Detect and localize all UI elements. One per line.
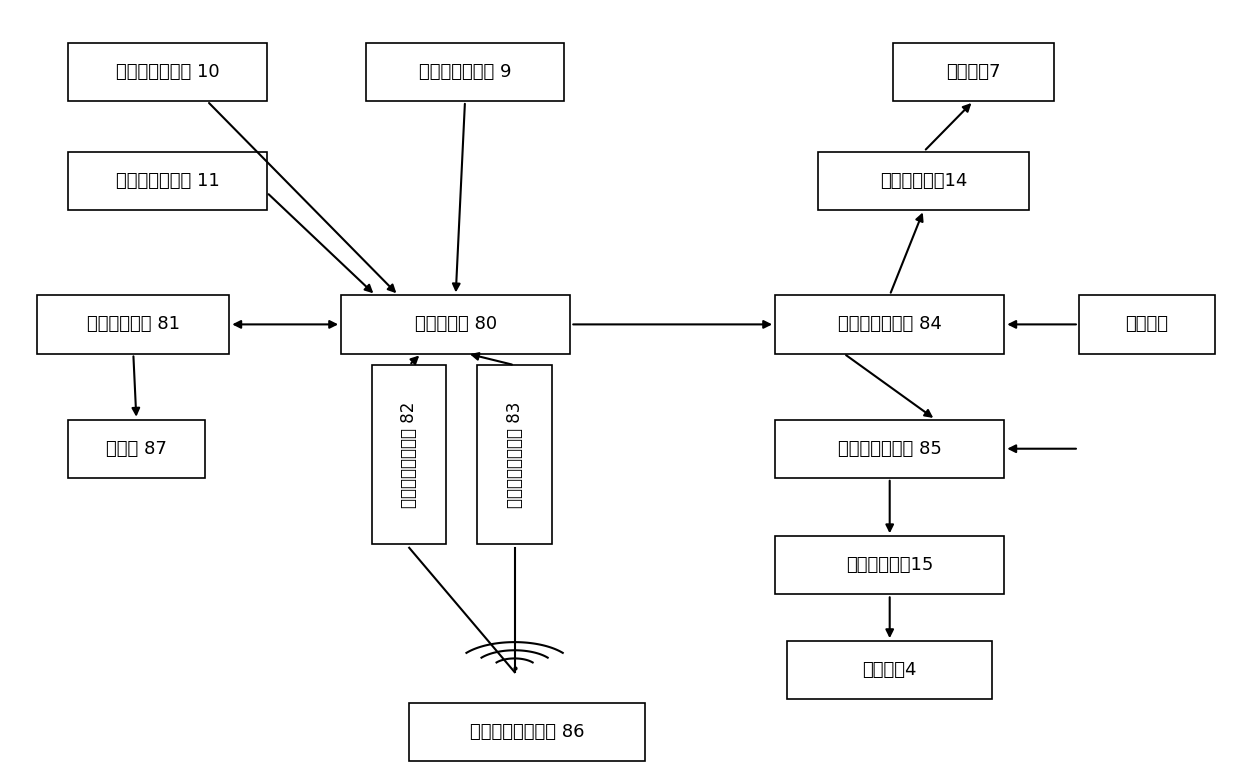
Text: 第二激光扫描仪 10: 第二激光扫描仪 10 — [115, 63, 219, 81]
Text: 第二红外线接收器 83: 第二红外线接收器 83 — [506, 402, 523, 507]
Text: 第二交流接触器 85: 第二交流接触器 85 — [838, 440, 941, 458]
FancyBboxPatch shape — [1079, 295, 1215, 354]
FancyBboxPatch shape — [37, 295, 229, 354]
FancyBboxPatch shape — [775, 420, 1004, 478]
FancyBboxPatch shape — [409, 703, 645, 761]
FancyBboxPatch shape — [366, 43, 564, 101]
FancyBboxPatch shape — [68, 43, 267, 101]
Text: 市电电源: 市电电源 — [1126, 315, 1168, 333]
Text: 第一红外线接收器 82: 第一红外线接收器 82 — [401, 402, 418, 507]
FancyBboxPatch shape — [775, 536, 1004, 594]
Text: 第一行程开关14: 第一行程开关14 — [880, 172, 967, 190]
Text: 第一交流接触器 84: 第一交流接触器 84 — [838, 315, 941, 333]
FancyBboxPatch shape — [341, 295, 570, 354]
FancyBboxPatch shape — [68, 420, 205, 478]
FancyBboxPatch shape — [787, 641, 992, 699]
FancyBboxPatch shape — [818, 152, 1029, 210]
FancyBboxPatch shape — [893, 43, 1054, 101]
Text: 中央控制器 80: 中央控制器 80 — [414, 315, 497, 333]
Text: 第一激光扫描仪 9: 第一激光扫描仪 9 — [419, 63, 511, 81]
Text: 第三激光扫描仪 11: 第三激光扫描仪 11 — [115, 172, 219, 190]
Text: 红外线遥控发射器 86: 红外线遥控发射器 86 — [470, 723, 584, 741]
Text: 旋转电机4: 旋转电机4 — [863, 661, 916, 679]
FancyBboxPatch shape — [477, 365, 552, 544]
Text: 变频电机7: 变频电机7 — [946, 63, 1001, 81]
FancyBboxPatch shape — [372, 365, 446, 544]
Text: 上位机 87: 上位机 87 — [105, 440, 167, 458]
Text: 第二行程开关15: 第二行程开关15 — [846, 556, 934, 574]
Text: 通信接口电路 81: 通信接口电路 81 — [87, 315, 180, 333]
FancyBboxPatch shape — [775, 295, 1004, 354]
FancyBboxPatch shape — [68, 152, 267, 210]
